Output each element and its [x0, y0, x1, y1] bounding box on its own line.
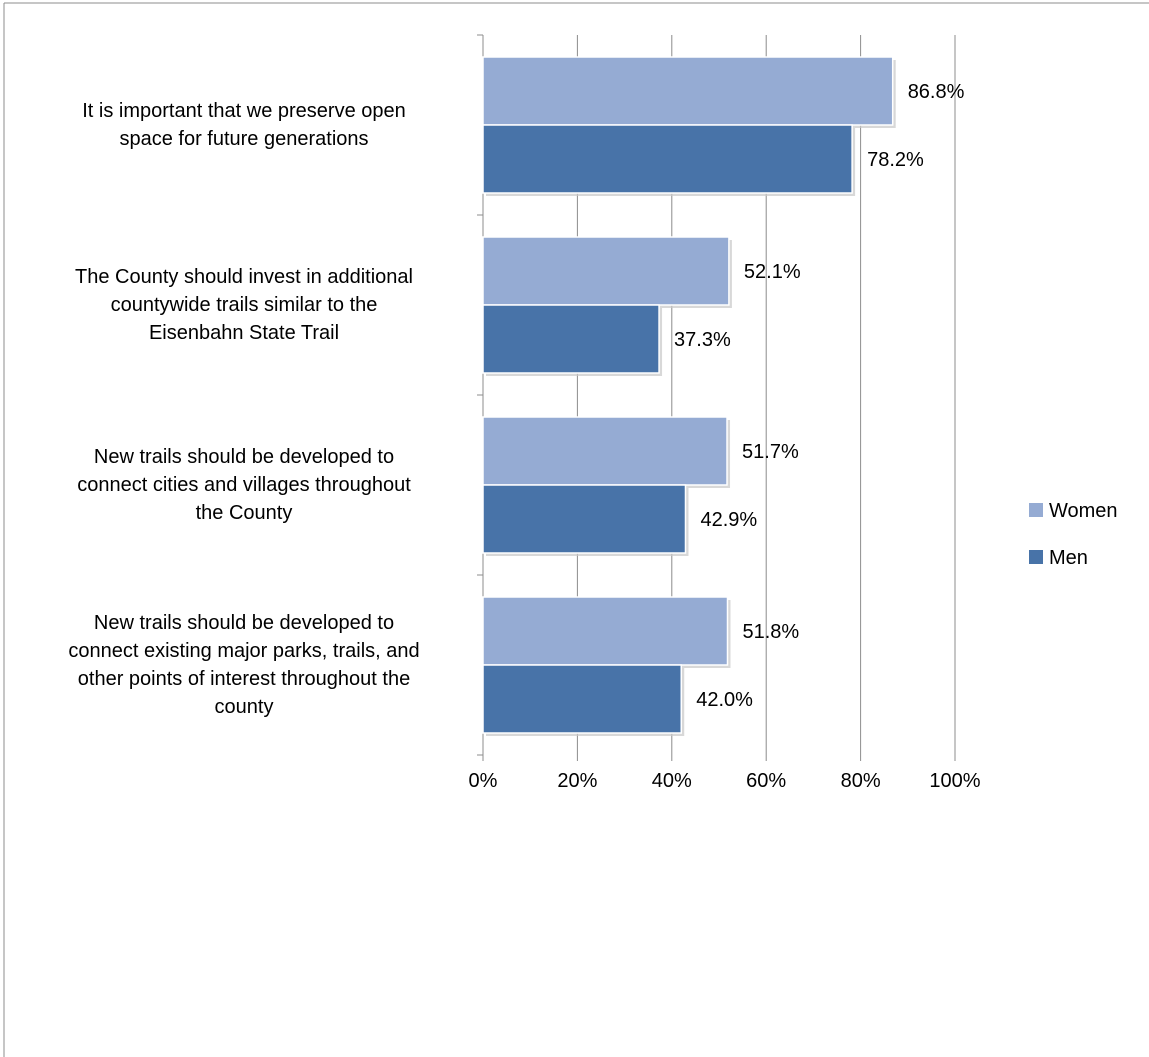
- category-label-line: connect existing major parks, trails, an…: [68, 640, 420, 662]
- bar-men: [482, 484, 687, 554]
- x-tick-label: 40%: [652, 770, 692, 792]
- bar-men: [482, 124, 853, 194]
- legend-label-men: Men: [1049, 547, 1088, 569]
- data-label: 51.7%: [742, 441, 799, 463]
- category-label-line: It is important that we preserve open: [82, 100, 406, 122]
- legend-label-women: Women: [1049, 500, 1118, 522]
- category-label-line: Eisenbahn State Trail: [148, 322, 340, 344]
- category-label-line: connect cities and villages throughout: [77, 474, 411, 496]
- bar-women: [482, 596, 729, 666]
- bar-women: [482, 56, 894, 126]
- data-label: 42.0%: [696, 689, 753, 711]
- data-label: 78.2%: [867, 149, 924, 171]
- data-label: 86.8%: [908, 81, 965, 103]
- data-label: 52.1%: [744, 261, 801, 283]
- x-tick-label: 80%: [841, 770, 881, 792]
- label-layer: 86.8% 78.2% 52.1% 37.3% 51.7% 42.9% 51.8% 42.0%: [674, 81, 965, 711]
- category-label: It is important that we preserve open spa…: [20, 97, 468, 153]
- category-label-line: county: [214, 696, 274, 718]
- bar-men: [482, 664, 682, 734]
- data-label: 51.8%: [742, 621, 799, 643]
- category-label: New trails should be developed to connect…: [20, 443, 468, 527]
- category-label: The County should invest in additional co…: [20, 263, 468, 347]
- x-tick-label: 20%: [557, 770, 597, 792]
- category-label: New trails should be developed to connect…: [20, 609, 468, 721]
- bar-men: [482, 304, 660, 374]
- x-tick-label: 0%: [469, 770, 498, 792]
- category-label-line: The County should invest in additional: [75, 266, 413, 288]
- category-label-line: the County: [195, 502, 293, 524]
- category-label-line: space for future generations: [119, 128, 369, 150]
- x-tick-label: 100%: [929, 770, 980, 792]
- legend-swatch-women: [1029, 503, 1043, 517]
- bar-women: [482, 416, 728, 486]
- data-label: 37.3%: [674, 329, 731, 351]
- category-label-line: New trails should be developed to: [93, 612, 395, 634]
- category-label-line: New trails should be developed to: [93, 446, 395, 468]
- legend-swatch-men: [1029, 550, 1043, 564]
- legend: Women Men: [1029, 500, 1118, 569]
- category-label-line: countywide trails similar to the: [110, 294, 378, 316]
- tick-label-layer: 0% 20% 40% 60% 80% 100%: [469, 770, 981, 792]
- category-label-line: other points of interest throughout the: [77, 668, 411, 690]
- data-label: 42.9%: [700, 509, 757, 531]
- bar-women: [482, 236, 730, 306]
- x-tick-label: 60%: [746, 770, 786, 792]
- bar-layer: [482, 56, 896, 736]
